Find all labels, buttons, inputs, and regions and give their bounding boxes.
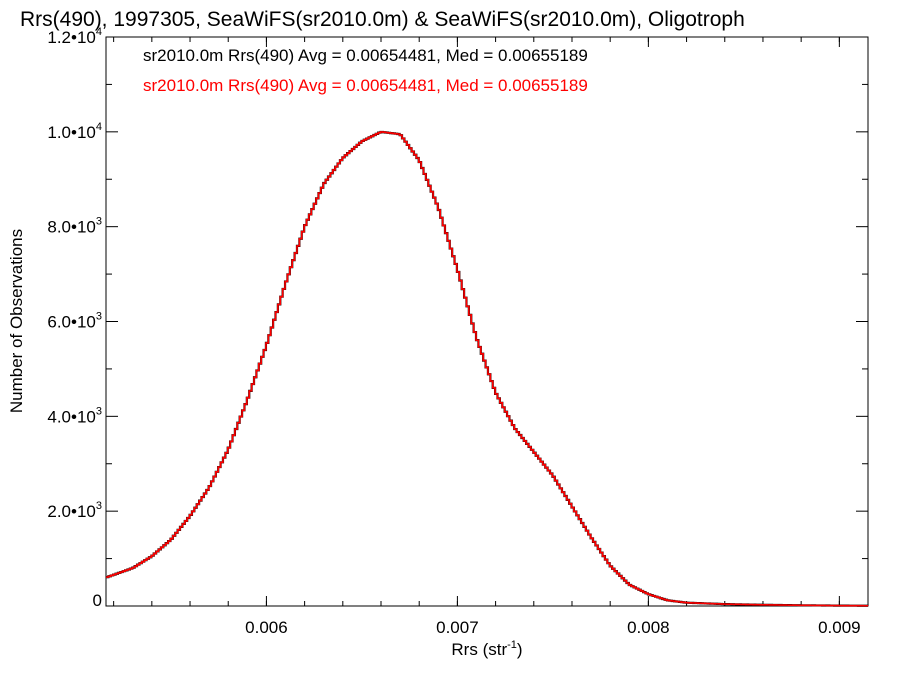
x-axis-label-close: ) xyxy=(517,640,523,659)
y-tick-label: 1.2•104 xyxy=(47,26,102,47)
x-tick-label: 0.006 xyxy=(245,618,288,637)
chart-title: Rrs(490), 1997305, SeaWiFS(sr2010.0m) & … xyxy=(20,8,745,31)
y-tick-mantissa: 1.2•10 xyxy=(47,28,96,47)
x-axis-label: Rrs (str-1) xyxy=(451,639,522,659)
y-axis: 02.0•1034.0•1036.0•1038.0•1031.0•1041.2•… xyxy=(47,26,868,610)
y-tick-mantissa: 8.0•10 xyxy=(47,218,96,237)
stats-annotation-black: sr2010.0m Rrs(490) Avg = 0.00654481, Med… xyxy=(143,46,588,65)
stats-annotation-red: sr2010.0m Rrs(490) Avg = 0.00654481, Med… xyxy=(143,76,588,95)
y-axis-label: Number of Observations xyxy=(7,229,26,413)
y-tick-exponent: 3 xyxy=(96,500,102,512)
x-tick-label: 0.007 xyxy=(436,618,479,637)
y-tick-exponent: 3 xyxy=(96,405,102,417)
x-axis-label-sup: -1 xyxy=(507,639,517,651)
y-tick-exponent: 3 xyxy=(96,216,102,228)
y-tick-mantissa: 6.0•10 xyxy=(47,313,96,332)
y-tick-label: 1.0•104 xyxy=(47,121,102,142)
y-tick-label: 2.0•103 xyxy=(47,500,102,521)
series-group xyxy=(106,130,869,607)
y-tick-exponent: 3 xyxy=(96,311,102,323)
y-tick-label: 0 xyxy=(93,591,102,610)
minor-ticks xyxy=(113,37,840,606)
y-tick-mantissa: 0 xyxy=(93,591,102,610)
y-tick-label: 4.0•103 xyxy=(47,405,102,426)
y-tick-mantissa: 4.0•10 xyxy=(47,407,96,426)
y-tick-exponent: 4 xyxy=(96,26,102,38)
y-tick-mantissa: 1.0•10 xyxy=(47,123,96,142)
x-tick-label: 0.009 xyxy=(818,618,861,637)
y-tick-exponent: 4 xyxy=(96,121,102,133)
x-axis-label-main: Rrs (str xyxy=(451,640,507,659)
series-line-black xyxy=(106,130,869,607)
x-axis: 0.006 0.007 0.008 0.009 xyxy=(245,37,861,637)
y-tick-label: 6.0•103 xyxy=(47,311,102,332)
y-tick-mantissa: 2.0•10 xyxy=(47,502,96,521)
series-line-red xyxy=(106,131,869,607)
plot-frame xyxy=(105,36,869,607)
x-tick-label: 0.008 xyxy=(627,618,670,637)
y-tick-label: 8.0•103 xyxy=(47,216,102,237)
